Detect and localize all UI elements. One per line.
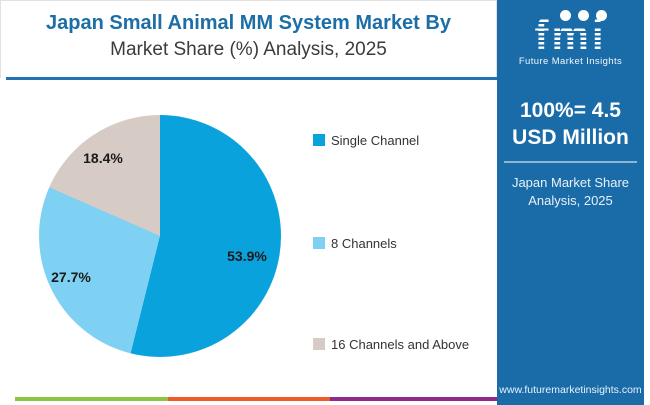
legend-label: 16 Channels and Above (331, 336, 470, 352)
legend-label: Single Channel (331, 132, 420, 148)
stat-line2: USD Million (512, 125, 629, 149)
header-underline (6, 77, 497, 80)
pie-slice-label-single-channel: 53.9% (227, 248, 267, 264)
logo-dots (523, 10, 644, 21)
logo-animal-icon (560, 10, 571, 21)
legend-swatch-16-channels (313, 338, 325, 350)
brand-panel: fmi Future Market Insights 100%= 4.5 USD… (497, 0, 644, 405)
chart-title-line2: Market Share (%) Analysis, 2025 (110, 39, 387, 60)
legend-swatch-single-channel (313, 134, 325, 146)
legend-item-8-channels: 8 Channels (313, 235, 397, 251)
pie-slice-label-16-channels: 18.4% (83, 150, 123, 166)
legend-swatch-8-channels (313, 237, 325, 249)
market-total-stat: 100%= 4.5 USD Million (497, 97, 644, 151)
logo-globe-icon (578, 10, 589, 21)
logo-person-icon (596, 10, 607, 21)
legend-item-16-channels: 16 Channels and Above (313, 336, 469, 352)
pie-chart (39, 115, 281, 357)
stripe-orange (168, 397, 330, 401)
header: Japan Small Animal MM System Market By M… (0, 0, 497, 78)
footer-stripe (15, 397, 497, 401)
chart-title-line1: Japan Small Animal MM System Market By (46, 12, 451, 34)
logo-caption: Future Market Insights (518, 55, 623, 67)
stripe-purple (330, 397, 497, 401)
pie-slice-label-8-channels: 27.7% (51, 269, 91, 285)
panel-right-gap (644, 0, 650, 405)
stripe-green (15, 397, 168, 401)
legend-label: 8 Channels (331, 235, 397, 251)
legend-item-single-channel: Single Channel (313, 132, 419, 148)
fmi-logo: fmi Future Market Insights (497, 0, 644, 67)
panel-subtitle: Japan Market Share Analysis, 2025 (511, 174, 630, 208)
stat-line1: 100%= 4.5 (519, 98, 621, 122)
panel-divider (504, 160, 637, 163)
logo-text: fmi (497, 14, 644, 56)
website-url: www.futuremarketinsights.com (499, 384, 642, 396)
